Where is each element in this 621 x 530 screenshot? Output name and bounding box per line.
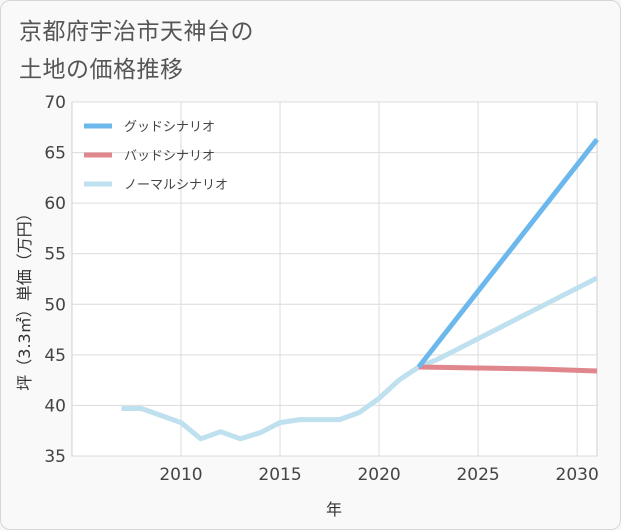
grid — [72, 101, 597, 457]
y-tick-label: 70 — [44, 93, 66, 113]
series-line-2 — [121, 275, 599, 442]
x-tick-label: 2020 — [357, 465, 400, 485]
chart-title-line-2: 土地の価格推移 — [19, 57, 184, 83]
y-tick-labels: 35 40 45 50 55 60 65 70 — [44, 93, 66, 467]
legend-label: バッドシナリオ — [124, 149, 215, 164]
series-group — [121, 137, 599, 442]
y-tick-label: 65 — [44, 144, 66, 164]
chart-title: 京都府宇治市天神台の 土地の価格推移 — [19, 13, 254, 89]
x-tick-label: 2015 — [258, 465, 301, 485]
x-tick-label: 2025 — [456, 465, 499, 485]
y-tick-label: 60 — [44, 194, 66, 214]
x-tick-label: 2030 — [556, 465, 599, 485]
y-tick-label: 40 — [44, 396, 66, 416]
y-axis-title: 坪（3.3㎡）単価（万円） — [15, 205, 34, 390]
series-line-0 — [416, 137, 599, 369]
legend-label: グッドシナリオ — [124, 120, 215, 135]
legend-label: ノーマルシナリオ — [124, 178, 228, 193]
y-tick-label: 35 — [44, 447, 66, 467]
x-tick-labels: 2010 2015 2020 2025 2030 — [159, 465, 598, 485]
y-tick-label: 55 — [44, 245, 66, 265]
y-tick-label: 50 — [44, 295, 66, 315]
series-line-1 — [418, 364, 598, 374]
x-tick-label: 2010 — [159, 465, 202, 485]
plot-area — [71, 101, 598, 457]
x-axis-title: 年 — [326, 500, 342, 519]
y-tick-label: 45 — [44, 346, 66, 366]
chart-title-line-1: 京都府宇治市天神台の — [19, 19, 254, 45]
